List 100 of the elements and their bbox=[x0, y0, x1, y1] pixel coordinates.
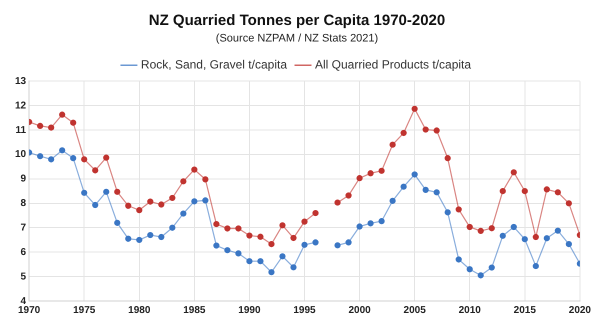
x-tick-label: 2015 bbox=[514, 304, 536, 316]
point bbox=[566, 200, 572, 206]
x-tick-label: 1990 bbox=[238, 304, 261, 316]
x-tick-label: 2010 bbox=[458, 304, 482, 316]
point bbox=[48, 156, 54, 162]
point bbox=[334, 199, 341, 206]
point bbox=[37, 153, 44, 160]
y-tick-label: 11 bbox=[16, 124, 27, 136]
point bbox=[268, 269, 275, 276]
chart-subtitle: (Source NZPAM / NZ Stats 2021) bbox=[216, 32, 378, 45]
point bbox=[169, 224, 176, 231]
x-tick-label: 1980 bbox=[128, 304, 151, 316]
point bbox=[290, 264, 297, 270]
point bbox=[532, 234, 539, 240]
point bbox=[48, 124, 54, 131]
point bbox=[114, 220, 120, 226]
point bbox=[566, 240, 572, 248]
point bbox=[301, 218, 308, 225]
point bbox=[191, 166, 198, 173]
point bbox=[103, 154, 110, 161]
point bbox=[125, 236, 132, 242]
y-tick-label: 7 bbox=[20, 222, 27, 234]
point bbox=[147, 198, 154, 205]
point bbox=[125, 202, 132, 209]
y-tick-label: 13 bbox=[15, 76, 27, 87]
point bbox=[532, 262, 539, 270]
y-tick-label: 12 bbox=[15, 100, 27, 112]
x-tick-label: 2005 bbox=[404, 304, 426, 316]
point bbox=[290, 234, 297, 242]
point bbox=[554, 228, 561, 234]
point bbox=[510, 169, 517, 176]
point bbox=[488, 264, 495, 271]
point bbox=[169, 194, 176, 202]
y-tick-label: 10 bbox=[15, 149, 27, 160]
point bbox=[136, 236, 142, 244]
point bbox=[378, 218, 385, 224]
point bbox=[444, 155, 451, 162]
y-tick-label: 8 bbox=[20, 198, 27, 210]
point bbox=[180, 210, 186, 217]
point bbox=[246, 232, 253, 239]
point bbox=[224, 247, 230, 254]
point bbox=[246, 258, 253, 264]
point bbox=[544, 235, 550, 242]
point bbox=[268, 240, 275, 248]
point bbox=[81, 156, 88, 162]
point bbox=[500, 232, 506, 239]
point bbox=[92, 167, 98, 174]
point bbox=[235, 250, 242, 256]
point bbox=[202, 176, 208, 182]
x-tick-label: 1975 bbox=[73, 304, 96, 316]
point bbox=[522, 188, 528, 194]
point bbox=[422, 186, 429, 193]
chart-title: NZ Quarried Tonnes per Capita 1970-2020 bbox=[148, 12, 446, 30]
point bbox=[554, 189, 561, 196]
point bbox=[466, 224, 473, 230]
point bbox=[544, 186, 550, 192]
point bbox=[312, 210, 319, 216]
y-tick-label: 9 bbox=[20, 174, 27, 185]
point bbox=[522, 236, 528, 242]
point bbox=[345, 239, 352, 246]
point bbox=[59, 112, 66, 118]
y-tick-label: 6 bbox=[20, 246, 27, 258]
point bbox=[224, 225, 230, 232]
point bbox=[390, 198, 396, 204]
x-tick-label: 2020 bbox=[568, 304, 592, 316]
point bbox=[378, 168, 385, 174]
point bbox=[191, 198, 198, 204]
point bbox=[114, 188, 120, 195]
point bbox=[202, 197, 208, 204]
point bbox=[70, 120, 76, 126]
point bbox=[456, 256, 462, 263]
point bbox=[301, 242, 308, 248]
point bbox=[279, 222, 286, 228]
point bbox=[356, 223, 363, 230]
point bbox=[180, 178, 186, 184]
point bbox=[92, 202, 98, 208]
point bbox=[500, 188, 506, 194]
point bbox=[158, 201, 164, 208]
point bbox=[434, 189, 440, 196]
point bbox=[444, 209, 451, 216]
point bbox=[478, 272, 484, 278]
x-tick-label: 1970 bbox=[18, 304, 41, 316]
point bbox=[422, 126, 429, 133]
point bbox=[367, 220, 374, 226]
point bbox=[334, 242, 341, 248]
x-tick-label: 2000 bbox=[348, 304, 372, 316]
point bbox=[412, 106, 418, 112]
point bbox=[312, 239, 319, 246]
point bbox=[279, 253, 286, 260]
point bbox=[400, 130, 407, 136]
point bbox=[434, 127, 440, 134]
point bbox=[213, 242, 220, 249]
legend-label: All Quarried Products t/capita bbox=[315, 58, 472, 72]
point bbox=[257, 234, 264, 240]
point bbox=[488, 225, 495, 232]
point bbox=[235, 225, 242, 232]
point bbox=[510, 224, 517, 230]
point bbox=[213, 220, 220, 228]
point bbox=[390, 142, 396, 148]
y-tick-label: 4 bbox=[20, 296, 27, 307]
